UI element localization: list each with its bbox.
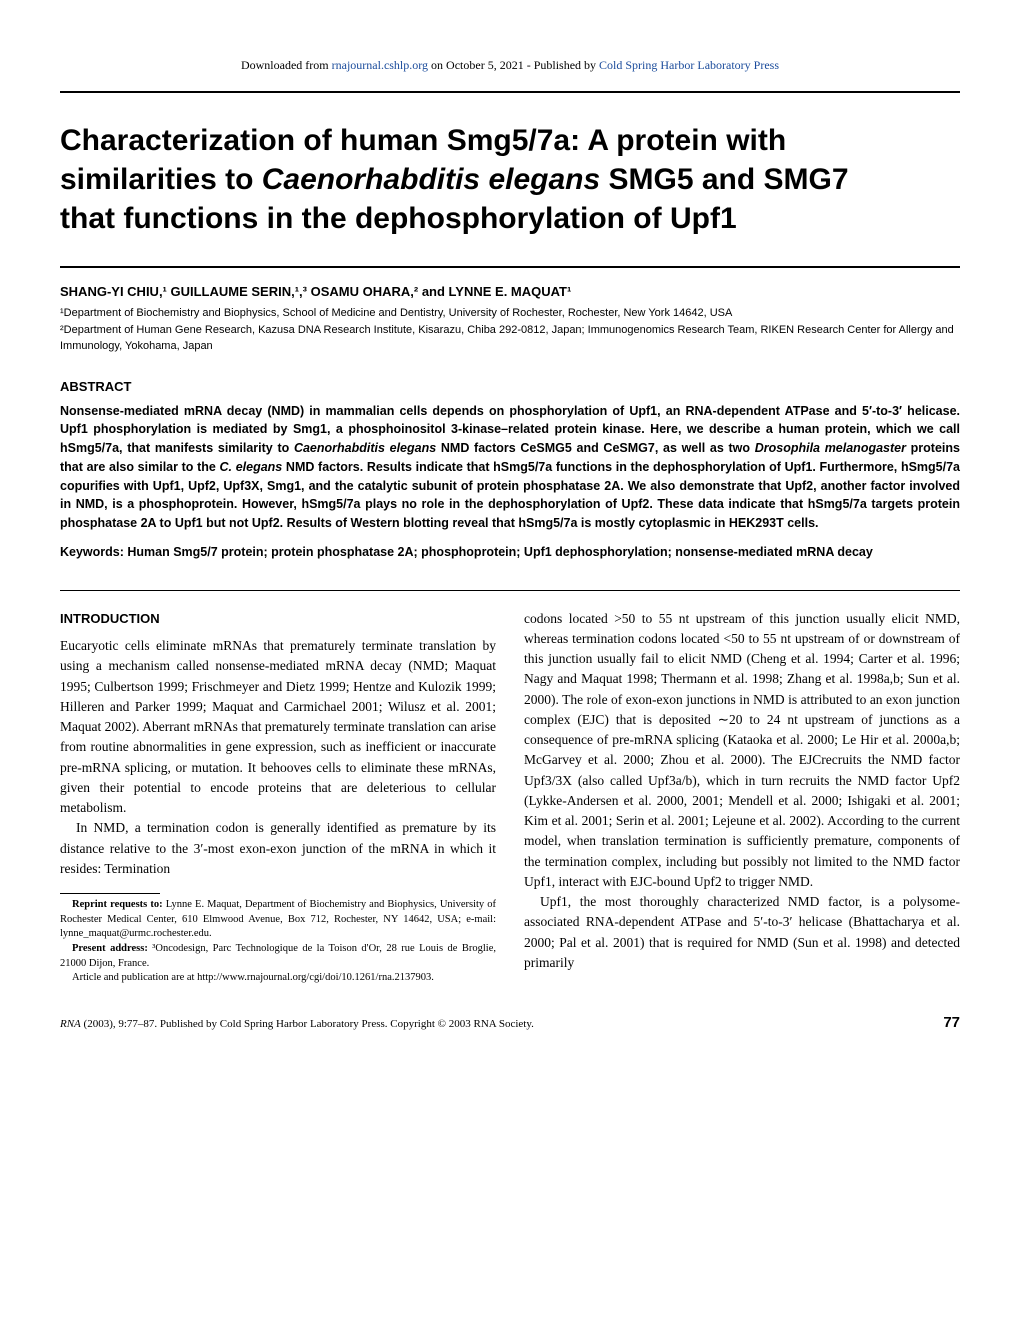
title-line2-italic: Caenorhabditis elegans [262,163,600,196]
body-columns: INTRODUCTION Eucaryotic cells eliminate … [60,591,960,987]
title-line2c: SMG5 and SMG7 [600,163,848,196]
intro-para-1: Eucaryotic cells eliminate mRNAs that pr… [60,636,496,818]
title-bottom-rule [60,266,960,268]
footnote-article: Article and publication are at http://ww… [60,971,496,986]
footnote-address-label: Present address: [72,943,148,954]
footnote-reprint: Reprint requests to: Lynne E. Maquat, De… [60,898,496,942]
footer-rest: (2003), 9:77–87. Published by Cold Sprin… [81,1018,534,1030]
right-para-1: codons located >50 to 55 nt upstream of … [524,609,960,893]
authors: SHANG-YI CHIU,¹ GUILLAUME SERIN,¹,³ OSAM… [60,284,960,299]
abstract-italic-1: Caenorhabditis elegans [294,441,436,455]
page-footer: RNA (2003), 9:77–87. Published by Cold S… [60,1014,960,1031]
introduction-heading: INTRODUCTION [60,609,496,629]
footnote-reprint-label: Reprint requests to: [72,899,163,910]
footnote-rule [60,893,160,894]
right-column: codons located >50 to 55 nt upstream of … [524,591,960,987]
keywords: Keywords: Human Smg5/7 protein; protein … [60,543,960,562]
top-rule [60,91,960,93]
article-title: Characterization of human Smg5/7a: A pro… [60,121,960,238]
abstract-heading: ABSTRACT [60,379,960,394]
footnote-address: Present address: ³Oncodesign, Parc Techn… [60,942,496,971]
title-line3: that functions in the dephosphorylation … [60,202,737,235]
abstract-text-2: NMD factors CeSMG5 and CeSMG7, as well a… [436,441,755,455]
download-bar: Downloaded from rnajournal.cshlp.org on … [60,50,960,91]
footer-journal: RNA [60,1018,81,1030]
abstract-italic-2: Drosophila melanogaster [755,441,906,455]
download-prefix: Downloaded from [241,58,332,72]
title-line2a: similarities to [60,163,262,196]
download-link-journal[interactable]: rnajournal.cshlp.org [332,58,428,72]
footer-citation: RNA (2003), 9:77–87. Published by Cold S… [60,1018,534,1030]
intro-para-2: In NMD, a termination codon is generally… [60,818,496,879]
abstract-italic-3: C. elegans [220,460,283,474]
footnotes: Reprint requests to: Lynne E. Maquat, De… [60,898,496,986]
affiliation-1: ¹Department of Biochemistry and Biophysi… [60,305,960,322]
download-mid: on October 5, 2021 - Published by [428,58,599,72]
affiliation-2: ²Department of Human Gene Research, Kazu… [60,322,960,355]
download-link-publisher[interactable]: Cold Spring Harbor Laboratory Press [599,58,779,72]
page-number: 77 [943,1014,960,1031]
abstract-body: Nonsense-mediated mRNA decay (NMD) in ma… [60,402,960,533]
affiliations: ¹Department of Biochemistry and Biophysi… [60,305,960,355]
left-column: INTRODUCTION Eucaryotic cells eliminate … [60,591,496,987]
right-para-2: Upf1, the most thoroughly characterized … [524,892,960,973]
title-line1: Characterization of human Smg5/7a: A pro… [60,124,786,157]
